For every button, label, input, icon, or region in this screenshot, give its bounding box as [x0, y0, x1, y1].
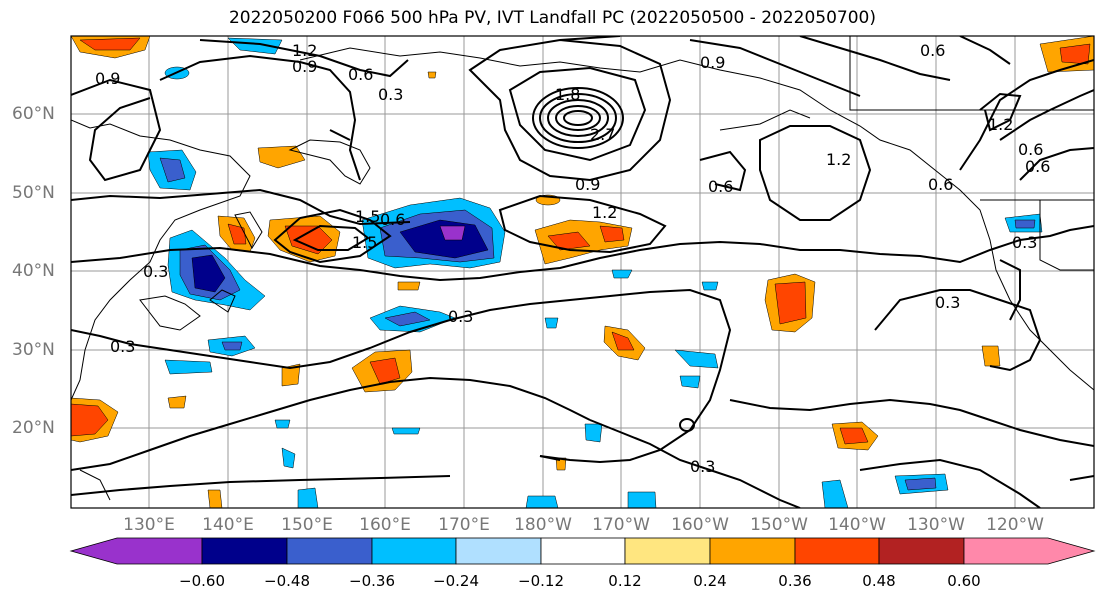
contour-label: 0.9 — [292, 57, 317, 76]
contour-label: 0.3 — [143, 262, 168, 281]
contour-label: 0.6 — [348, 65, 373, 84]
contour-label: 1.8 — [555, 85, 580, 104]
colorbar-segment — [709, 537, 796, 565]
contour-label: 1.2 — [292, 41, 317, 60]
contour-label: 1.2 — [826, 150, 851, 169]
contour-label: 0.3 — [690, 457, 715, 476]
lon-label: 130°E — [123, 515, 175, 535]
figure-title: 2022050200 F066 500 hPa PV, IVT Landfall… — [228, 8, 876, 28]
colorbar-tick-label: 0.12 — [608, 572, 642, 590]
contour-label: 1.2 — [988, 115, 1013, 134]
lon-label: 140°W — [828, 515, 886, 535]
lat-label: 20°N — [12, 418, 55, 438]
colorbar-tick-label: −0.60 — [179, 572, 225, 590]
coastlines — [71, 36, 1094, 501]
contour-label: 0.9 — [575, 175, 600, 194]
lat-label: 40°N — [12, 261, 55, 281]
colorbar-segment — [624, 537, 711, 565]
lat-label: 50°N — [12, 183, 55, 203]
contour-label: 1.5 — [355, 207, 380, 226]
contour-label: 1.2 — [592, 203, 617, 222]
colorbar-segment — [963, 537, 1096, 565]
colorbar-tick-label: −0.48 — [264, 572, 310, 590]
colorbar-tick-label: 0.60 — [947, 572, 981, 590]
colorbar-segment — [371, 537, 457, 565]
lon-label: 160°W — [671, 515, 729, 535]
lon-label: 150°W — [750, 515, 808, 535]
lon-label: 170°E — [438, 515, 490, 535]
colorbar-tick-label: −0.12 — [518, 572, 564, 590]
lat-label: 60°N — [12, 104, 55, 124]
contour-label: 1.5 — [352, 233, 377, 252]
contour-label: 0.6 — [1025, 157, 1050, 176]
colorbar-segment — [286, 537, 373, 565]
colorbar-tick-label: −0.24 — [433, 572, 479, 590]
lon-label: 160°E — [359, 515, 411, 535]
contour-label: 0.3 — [1012, 233, 1037, 252]
colorbar-tick-label: 0.48 — [862, 572, 896, 590]
contour-label: 0.3 — [110, 337, 135, 356]
contour-label: 0.9 — [95, 69, 120, 88]
contour-labels: 1.2 0.9 0.6 0.3 0.9 0.9 0.6 1.2 0.6 0.6 … — [95, 41, 1050, 476]
lon-label: 120°W — [986, 515, 1044, 535]
contour-label: 0.9 — [700, 53, 725, 72]
lon-label: 130°W — [907, 515, 965, 535]
contour-label: 0.6 — [928, 175, 953, 194]
colorbar-segment — [455, 537, 542, 565]
contour-label: 2.7 — [590, 125, 615, 144]
lon-label: 170°W — [592, 515, 650, 535]
colorbar-tick-label: 0.36 — [778, 572, 812, 590]
contour-label: 0.3 — [448, 307, 473, 326]
lat-label: 30°N — [12, 340, 55, 360]
contour-label: 0.6 — [708, 177, 733, 196]
contour-label: 0.6 — [380, 210, 405, 229]
colorbar-tick-label: −0.36 — [349, 572, 395, 590]
contour-label: 0.6 — [920, 41, 945, 60]
colorbar-tick-label: 0.24 — [693, 572, 727, 590]
colorbar-segment — [794, 537, 880, 565]
lon-label: 180°W — [514, 515, 572, 535]
contour-label: 0.3 — [378, 85, 403, 104]
contours — [71, 36, 1094, 508]
lon-label: 150°E — [281, 515, 333, 535]
map-area: 1.2 0.9 0.6 0.3 0.9 0.9 0.6 1.2 0.6 0.6 … — [71, 36, 1094, 508]
map-border — [70, 35, 1095, 509]
colorbar — [69, 537, 1096, 565]
colorbar-segment — [540, 537, 626, 565]
colorbar-segment — [878, 537, 965, 565]
contour-label: 0.6 — [1018, 140, 1043, 159]
contour-label: 0.3 — [935, 293, 960, 312]
colorbar-segment — [201, 537, 288, 565]
lon-label: 140°E — [202, 515, 254, 535]
colorbar-segment — [69, 537, 203, 565]
